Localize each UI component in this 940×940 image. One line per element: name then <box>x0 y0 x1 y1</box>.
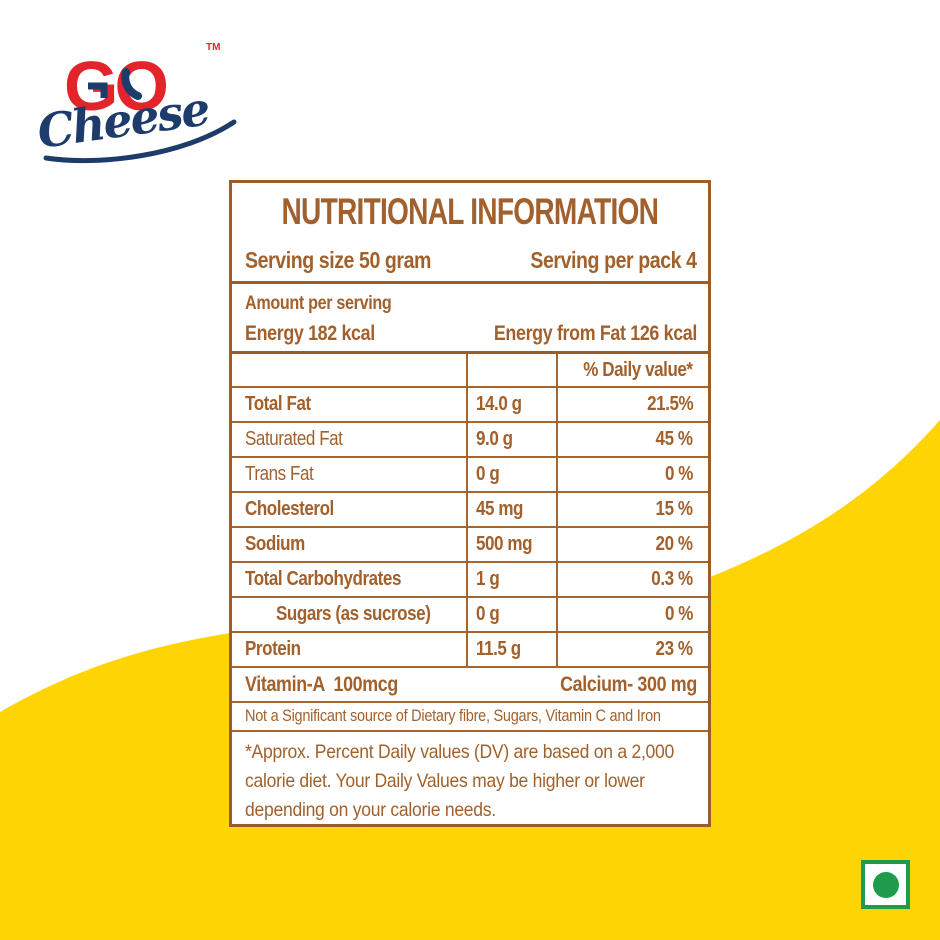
table-row-total-carbohydrates: Total Carbohydrates 1 g 0.3 % <box>232 563 708 598</box>
nutrition-panel: NUTRITIONAL INFORMATION Serving size 50 … <box>229 180 711 827</box>
calcium-value: Calcium- 300 mg <box>560 672 697 696</box>
header-amount-cell <box>468 354 558 386</box>
table-row-total-fat: Total Fat 14.0 g 21.5% <box>232 388 708 423</box>
table-row-protein: Protein 11.5 g 23 % <box>232 633 708 668</box>
row-dv: 20 % <box>655 533 693 555</box>
footnote-line: calorie diet. Your Daily Values may be h… <box>245 770 645 792</box>
row-amount: 0 g <box>468 458 558 491</box>
logo-swoosh-icon <box>43 119 237 164</box>
row-label: Sugars (as sucrose) <box>232 598 468 631</box>
row-label: Saturated Fat <box>232 423 468 456</box>
row-dv: 21.5% <box>646 393 694 415</box>
row-amount: 14.0 g <box>468 388 558 421</box>
energy-row: Energy 182 kcal Energy from Fat 126 kcal <box>232 317 708 351</box>
row-label: Sodium <box>232 528 468 561</box>
row-label: Trans Fat <box>232 458 468 491</box>
significance-note: Not a Significant source of Dietary fibr… <box>245 707 661 725</box>
row-dv: 15 % <box>655 498 693 520</box>
row-label: Protein <box>232 633 468 666</box>
row-label: Cholesterol <box>232 493 468 526</box>
row-dv: 23 % <box>655 638 693 660</box>
thick-rule <box>232 281 708 284</box>
row-dv: 0 % <box>664 463 693 485</box>
table-row-trans-fat: Trans Fat 0 g 0 % <box>232 458 708 493</box>
table-row-sugars: Sugars (as sucrose) 0 g 0 % <box>232 598 708 633</box>
thick-rule <box>232 351 708 354</box>
vitamin-calcium-row: Vitamin-A 100mcg Calcium- 300 mg <box>232 668 708 703</box>
row-label: Total Carbohydrates <box>232 563 468 596</box>
table-row-cholesterol: Cholesterol 45 mg 15 % <box>232 493 708 528</box>
footnote: *Approx. Percent Daily values (DV) are b… <box>232 732 708 825</box>
row-amount: 11.5 g <box>468 633 558 666</box>
energy-value: Energy 182 kcal <box>245 322 375 345</box>
row-amount: 500 mg <box>468 528 558 561</box>
serving-size: Serving size 50 gram <box>245 247 432 273</box>
panel-title: NUTRITIONAL INFORMATION <box>232 183 708 240</box>
footnote-line: depending on your calorie needs. <box>245 799 496 821</box>
table-row-sodium: Sodium 500 mg 20 % <box>232 528 708 563</box>
table-header-row: % Daily value* <box>232 354 708 388</box>
table-row-saturated-fat: Saturated Fat 9.0 g 45 % <box>232 423 708 458</box>
daily-value-header: % Daily value* <box>583 358 694 381</box>
panel-title-text: NUTRITIONAL INFORMATION <box>281 190 659 232</box>
header-label-cell <box>232 354 468 386</box>
logo-tm-text: TM <box>206 42 220 53</box>
go-cheese-logo: GO TM Cheese <box>38 42 237 164</box>
row-amount: 0 g <box>468 598 558 631</box>
row-dv: 0.3 % <box>651 568 694 590</box>
serving-per-pack: Serving per pack 4 <box>530 247 698 273</box>
vegetarian-dot-icon <box>872 871 899 898</box>
vitamin-a-value: Vitamin-A 100mcg <box>245 672 398 696</box>
row-dv: 0 % <box>664 603 693 625</box>
row-amount: 1 g <box>468 563 558 596</box>
row-dv: 45 % <box>655 428 693 450</box>
amount-per-serving: Amount per serving <box>245 293 392 314</box>
header-dv-cell: % Daily value* <box>558 354 708 386</box>
logo-go-text: GO <box>64 47 166 125</box>
footnote-line: *Approx. Percent Daily values (DV) are b… <box>245 741 675 763</box>
logo-g-hook-icon <box>88 82 108 98</box>
logo-o-crescent-icon <box>121 68 142 100</box>
energy-from-fat-value: Energy from Fat 126 kcal <box>493 322 698 345</box>
vegetarian-mark <box>861 860 910 909</box>
amount-per-serving-row: Amount per serving <box>232 284 708 317</box>
row-label: Total Fat <box>232 388 468 421</box>
significance-note-row: Not a Significant source of Dietary fibr… <box>232 703 708 732</box>
row-amount: 45 mg <box>468 493 558 526</box>
row-amount: 9.0 g <box>468 423 558 456</box>
serving-row: Serving size 50 gram Serving per pack 4 <box>232 240 708 281</box>
